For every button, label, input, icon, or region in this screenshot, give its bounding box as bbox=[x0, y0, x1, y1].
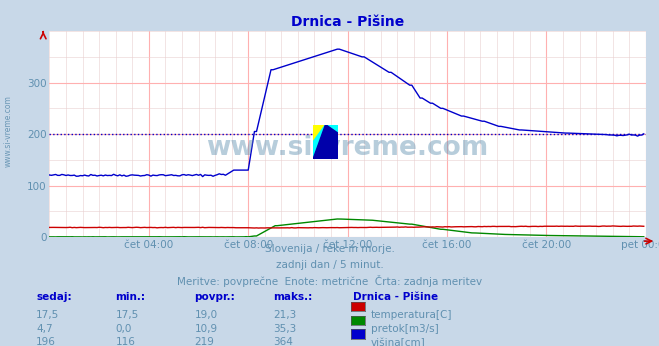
Text: 10,9: 10,9 bbox=[194, 324, 217, 334]
Text: Drnica - Pišine: Drnica - Pišine bbox=[353, 292, 438, 302]
Text: temperatura[C]: temperatura[C] bbox=[371, 310, 453, 320]
Text: www.si-vreme.com: www.si-vreme.com bbox=[206, 136, 489, 162]
Polygon shape bbox=[313, 125, 338, 159]
Text: 17,5: 17,5 bbox=[115, 310, 138, 320]
Text: zadnji dan / 5 minut.: zadnji dan / 5 minut. bbox=[275, 260, 384, 270]
Polygon shape bbox=[313, 125, 338, 159]
Text: pretok[m3/s]: pretok[m3/s] bbox=[371, 324, 439, 334]
Text: Slovenija / reke in morje.: Slovenija / reke in morje. bbox=[264, 244, 395, 254]
Text: 219: 219 bbox=[194, 337, 214, 346]
Text: www.si-vreme.com: www.si-vreme.com bbox=[4, 95, 13, 167]
Text: 0,0: 0,0 bbox=[115, 324, 132, 334]
Text: 4,7: 4,7 bbox=[36, 324, 53, 334]
Text: povpr.:: povpr.: bbox=[194, 292, 235, 302]
Text: maks.:: maks.: bbox=[273, 292, 313, 302]
Text: 364: 364 bbox=[273, 337, 293, 346]
Text: višina[cm]: višina[cm] bbox=[371, 337, 426, 346]
Title: Drnica - Pišine: Drnica - Pišine bbox=[291, 15, 404, 29]
Text: 19,0: 19,0 bbox=[194, 310, 217, 320]
Text: min.:: min.: bbox=[115, 292, 146, 302]
Text: Meritve: povprečne  Enote: metrične  Črta: zadnja meritev: Meritve: povprečne Enote: metrične Črta:… bbox=[177, 275, 482, 287]
Text: 21,3: 21,3 bbox=[273, 310, 297, 320]
Text: 196: 196 bbox=[36, 337, 56, 346]
Text: sedaj:: sedaj: bbox=[36, 292, 72, 302]
Text: 35,3: 35,3 bbox=[273, 324, 297, 334]
Text: 17,5: 17,5 bbox=[36, 310, 59, 320]
Text: 116: 116 bbox=[115, 337, 135, 346]
Polygon shape bbox=[313, 125, 326, 142]
